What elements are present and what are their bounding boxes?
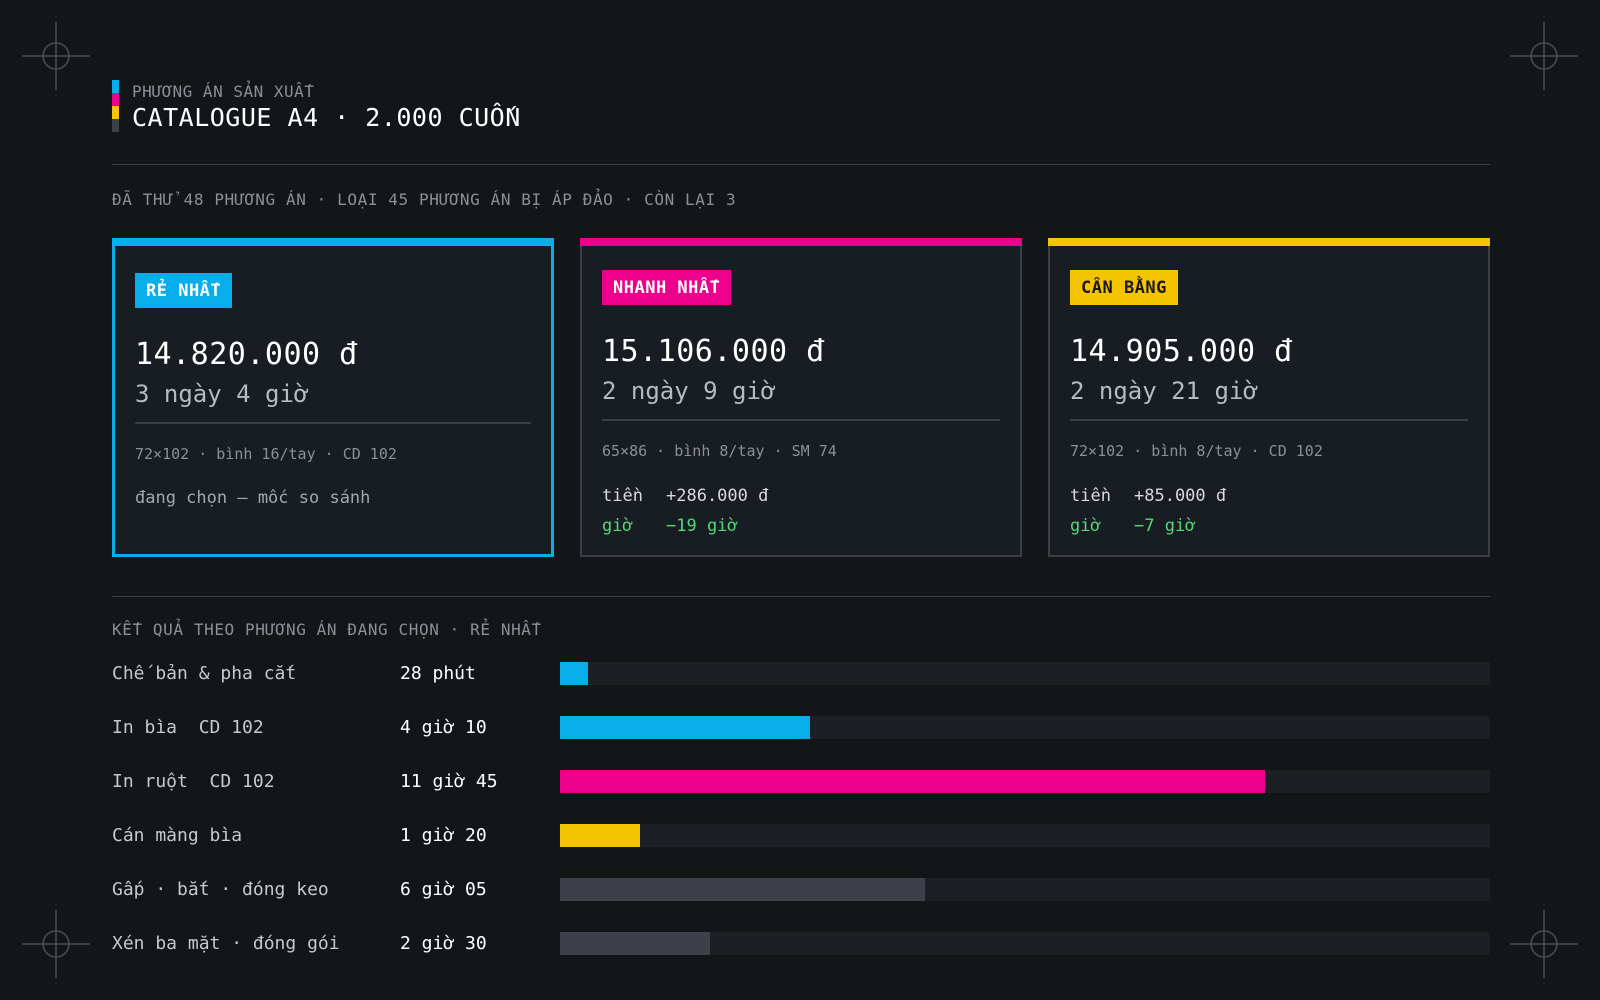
money-delta-key: tiền <box>1070 486 1111 506</box>
option-price: 14.820.000 đ <box>135 337 358 372</box>
time-delta-key: giờ <box>1070 516 1101 536</box>
time-delta-key: giờ <box>602 516 633 536</box>
option-spec: 72×102 · bình 16/tay · CD 102 <box>135 445 397 463</box>
money-delta-row: tiền +286.000 đ <box>602 481 1000 511</box>
step-bar <box>560 824 640 847</box>
step-bar <box>560 716 810 739</box>
time-delta-row: giờ −19 giờ <box>602 511 1000 541</box>
step-label: Cán màng bìa <box>112 825 243 846</box>
option-duration: 2 ngày 9 giờ <box>602 377 776 405</box>
registration-mark-icon <box>22 910 90 978</box>
step-duration: 6 giờ 05 <box>400 879 487 900</box>
step-duration: 1 giờ 20 <box>400 825 487 846</box>
step-bar-track <box>560 932 1490 955</box>
option-duration: 2 ngày 21 giờ <box>1070 377 1258 405</box>
step-row: Xén ba mặt · đóng gói 2 giờ 30 <box>112 932 1490 956</box>
step-row: In ruột CD 102 11 giờ 45 <box>112 770 1490 794</box>
step-bar-track <box>560 824 1490 847</box>
baseline-note: đang chọn — mốc so sánh <box>135 488 371 508</box>
divider <box>135 422 531 424</box>
option-badge: RẺ NHẤT <box>135 273 233 308</box>
money-delta-value: +85.000 đ <box>1134 486 1227 506</box>
option-badge: CÂN BẰNG <box>1070 270 1178 305</box>
money-delta-value: +286.000 đ <box>666 486 769 506</box>
divider <box>112 596 1490 597</box>
step-label: In bìa CD 102 <box>112 717 264 738</box>
step-bar <box>560 770 1265 793</box>
step-label: Gấp · bắt · đóng keo <box>112 879 329 900</box>
step-bar <box>560 662 588 685</box>
cmyk-swatch <box>112 106 119 119</box>
registration-mark-icon <box>22 22 90 90</box>
page-eyebrow: PHƯƠNG ÁN SẢN XUẤT <box>132 82 315 101</box>
option-card-cheapest[interactable]: RẺ NHẤT 14.820.000 đ 3 ngày 4 giờ 72×102… <box>112 238 554 557</box>
option-badge: NHANH NHẤT <box>602 270 732 305</box>
option-spec: 65×86 · bình 8/tay · SM 74 <box>602 442 837 460</box>
step-row: In bìa CD 102 4 giờ 10 <box>112 716 1490 740</box>
step-label: In ruột CD 102 <box>112 771 275 792</box>
registration-mark-icon <box>1510 22 1578 90</box>
money-delta-row: tiền +85.000 đ <box>1070 481 1468 511</box>
cmyk-swatch <box>112 80 119 93</box>
step-duration: 11 giờ 45 <box>400 771 498 792</box>
step-label: Chế bản & pha cắt <box>112 663 297 684</box>
page-header: PHƯƠNG ÁN SẢN XUẤT CATALOGUE A4 · 2.000 … <box>112 80 521 134</box>
results-title: KẾT QUẢ THEO PHƯƠNG ÁN ĐANG CHỌN · RẺ NH… <box>112 620 542 639</box>
step-bar <box>560 932 710 955</box>
money-delta-key: tiền <box>602 486 643 506</box>
divider <box>602 419 1000 421</box>
divider <box>112 164 1490 165</box>
search-summary: ĐÃ THỬ 48 PHƯƠNG ÁN · LOẠI 45 PHƯƠNG ÁN … <box>112 190 737 209</box>
card-accent-bar <box>112 238 554 246</box>
divider <box>1070 419 1468 421</box>
card-accent-bar <box>1048 238 1490 246</box>
step-bar-track <box>560 716 1490 739</box>
cmyk-swatch <box>112 119 119 132</box>
option-card-fastest[interactable]: NHANH NHẤT 15.106.000 đ 2 ngày 9 giờ 65×… <box>580 238 1022 557</box>
step-duration: 4 giờ 10 <box>400 717 487 738</box>
step-bar-track <box>560 662 1490 685</box>
step-row: Cán màng bìa 1 giờ 20 <box>112 824 1490 848</box>
card-accent-bar <box>580 238 1022 246</box>
step-bar <box>560 878 925 901</box>
step-label: Xén ba mặt · đóng gói <box>112 933 340 954</box>
step-duration: 28 phút <box>400 663 476 684</box>
cmyk-swatch <box>112 93 119 106</box>
option-price: 14.905.000 đ <box>1070 334 1293 369</box>
time-delta-value: −7 giờ <box>1134 516 1196 536</box>
page-title: CATALOGUE A4 · 2.000 CUỐN <box>132 103 521 132</box>
option-duration: 3 ngày 4 giờ <box>135 380 309 408</box>
time-delta-value: −19 giờ <box>666 516 738 536</box>
registration-mark-icon <box>1510 910 1578 978</box>
option-card-balanced[interactable]: CÂN BẰNG 14.905.000 đ 2 ngày 21 giờ 72×1… <box>1048 238 1490 557</box>
step-bar-track <box>560 878 1490 901</box>
step-bar-track <box>560 770 1490 793</box>
option-spec: 72×102 · bình 8/tay · CD 102 <box>1070 442 1323 460</box>
cmyk-strip-icon <box>112 80 119 132</box>
option-price: 15.106.000 đ <box>602 334 825 369</box>
step-duration: 2 giờ 30 <box>400 933 487 954</box>
time-delta-row: giờ −7 giờ <box>1070 511 1468 541</box>
step-row: Chế bản & pha cắt 28 phút <box>112 662 1490 686</box>
step-row: Gấp · bắt · đóng keo 6 giờ 05 <box>112 878 1490 902</box>
